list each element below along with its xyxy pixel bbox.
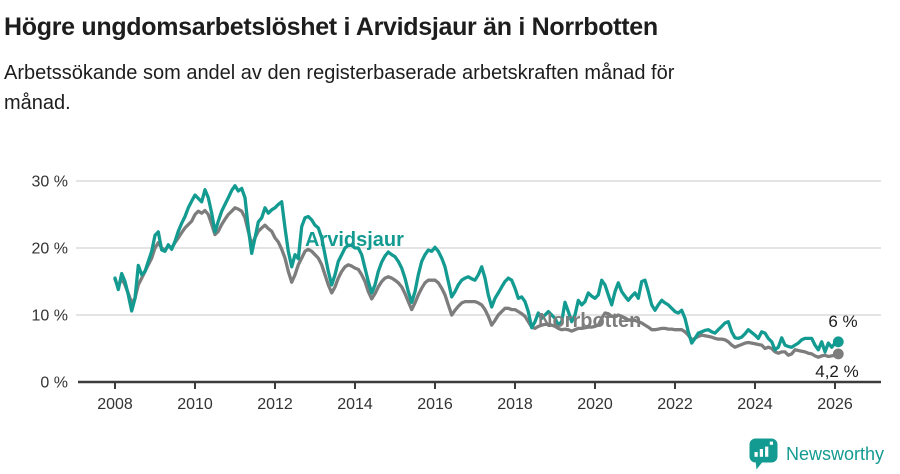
line-chart: 2008 2010 2012 2014 2016 2018 2020 2022 2024 2026…	[32, 174, 881, 413]
series-line-norrbotten	[113, 206, 840, 359]
x-tick-label-2018: 2018	[497, 396, 533, 413]
page-title: Högre ungdomsarbetslöshet i Arvidsjaur ä…	[4, 13, 658, 41]
newsworthy-logo[interactable]: Newsworthy	[749, 438, 884, 471]
y-tick-label-0: 0 %	[40, 375, 68, 392]
x-tick-label-2020: 2020	[577, 396, 613, 413]
chart-subtitle: Arbetssökande som andel av den registerb…	[4, 58, 849, 118]
x-tick-label-2010: 2010	[177, 396, 213, 413]
norrbotten-end-value: 4,2 %	[815, 362, 858, 381]
x-tick-label-2012: 2012	[257, 396, 293, 413]
y-tick-label-30: 30 %	[32, 174, 68, 191]
x-tick-label-2022: 2022	[657, 396, 693, 413]
newsworthy-brand-text: Newsworthy	[785, 444, 884, 464]
x-tick-label-2008: 2008	[97, 396, 133, 413]
arvidsjaur-label: Arvidsjaur	[305, 229, 404, 251]
x-tick-label-2026: 2026	[817, 396, 853, 413]
x-tick-label-2024: 2024	[737, 396, 773, 413]
y-tick-label-10: 10 %	[32, 308, 68, 325]
series-line-arvidsjaur	[113, 184, 840, 354]
arvidsjaur-end-value: 6 %	[828, 312, 857, 331]
norrbotten-label: Norrbotten	[538, 310, 641, 332]
x-tick-label-2014: 2014	[337, 396, 373, 413]
series-end-dot-norrbotten	[832, 348, 844, 360]
subtitle-line-2: månad.	[4, 92, 71, 114]
subtitle-line-1: Arbetssökande som andel av den registerb…	[4, 62, 675, 84]
x-tick-label-2016: 2016	[417, 396, 453, 413]
chart-header: Högre ungdomsarbetslöshet i Arvidsjaur ä…	[4, 0, 884, 118]
y-tick-label-20: 20 %	[32, 241, 68, 258]
series-end-dot-arvidsjaur	[832, 336, 844, 348]
newsworthy-icon	[749, 438, 779, 471]
